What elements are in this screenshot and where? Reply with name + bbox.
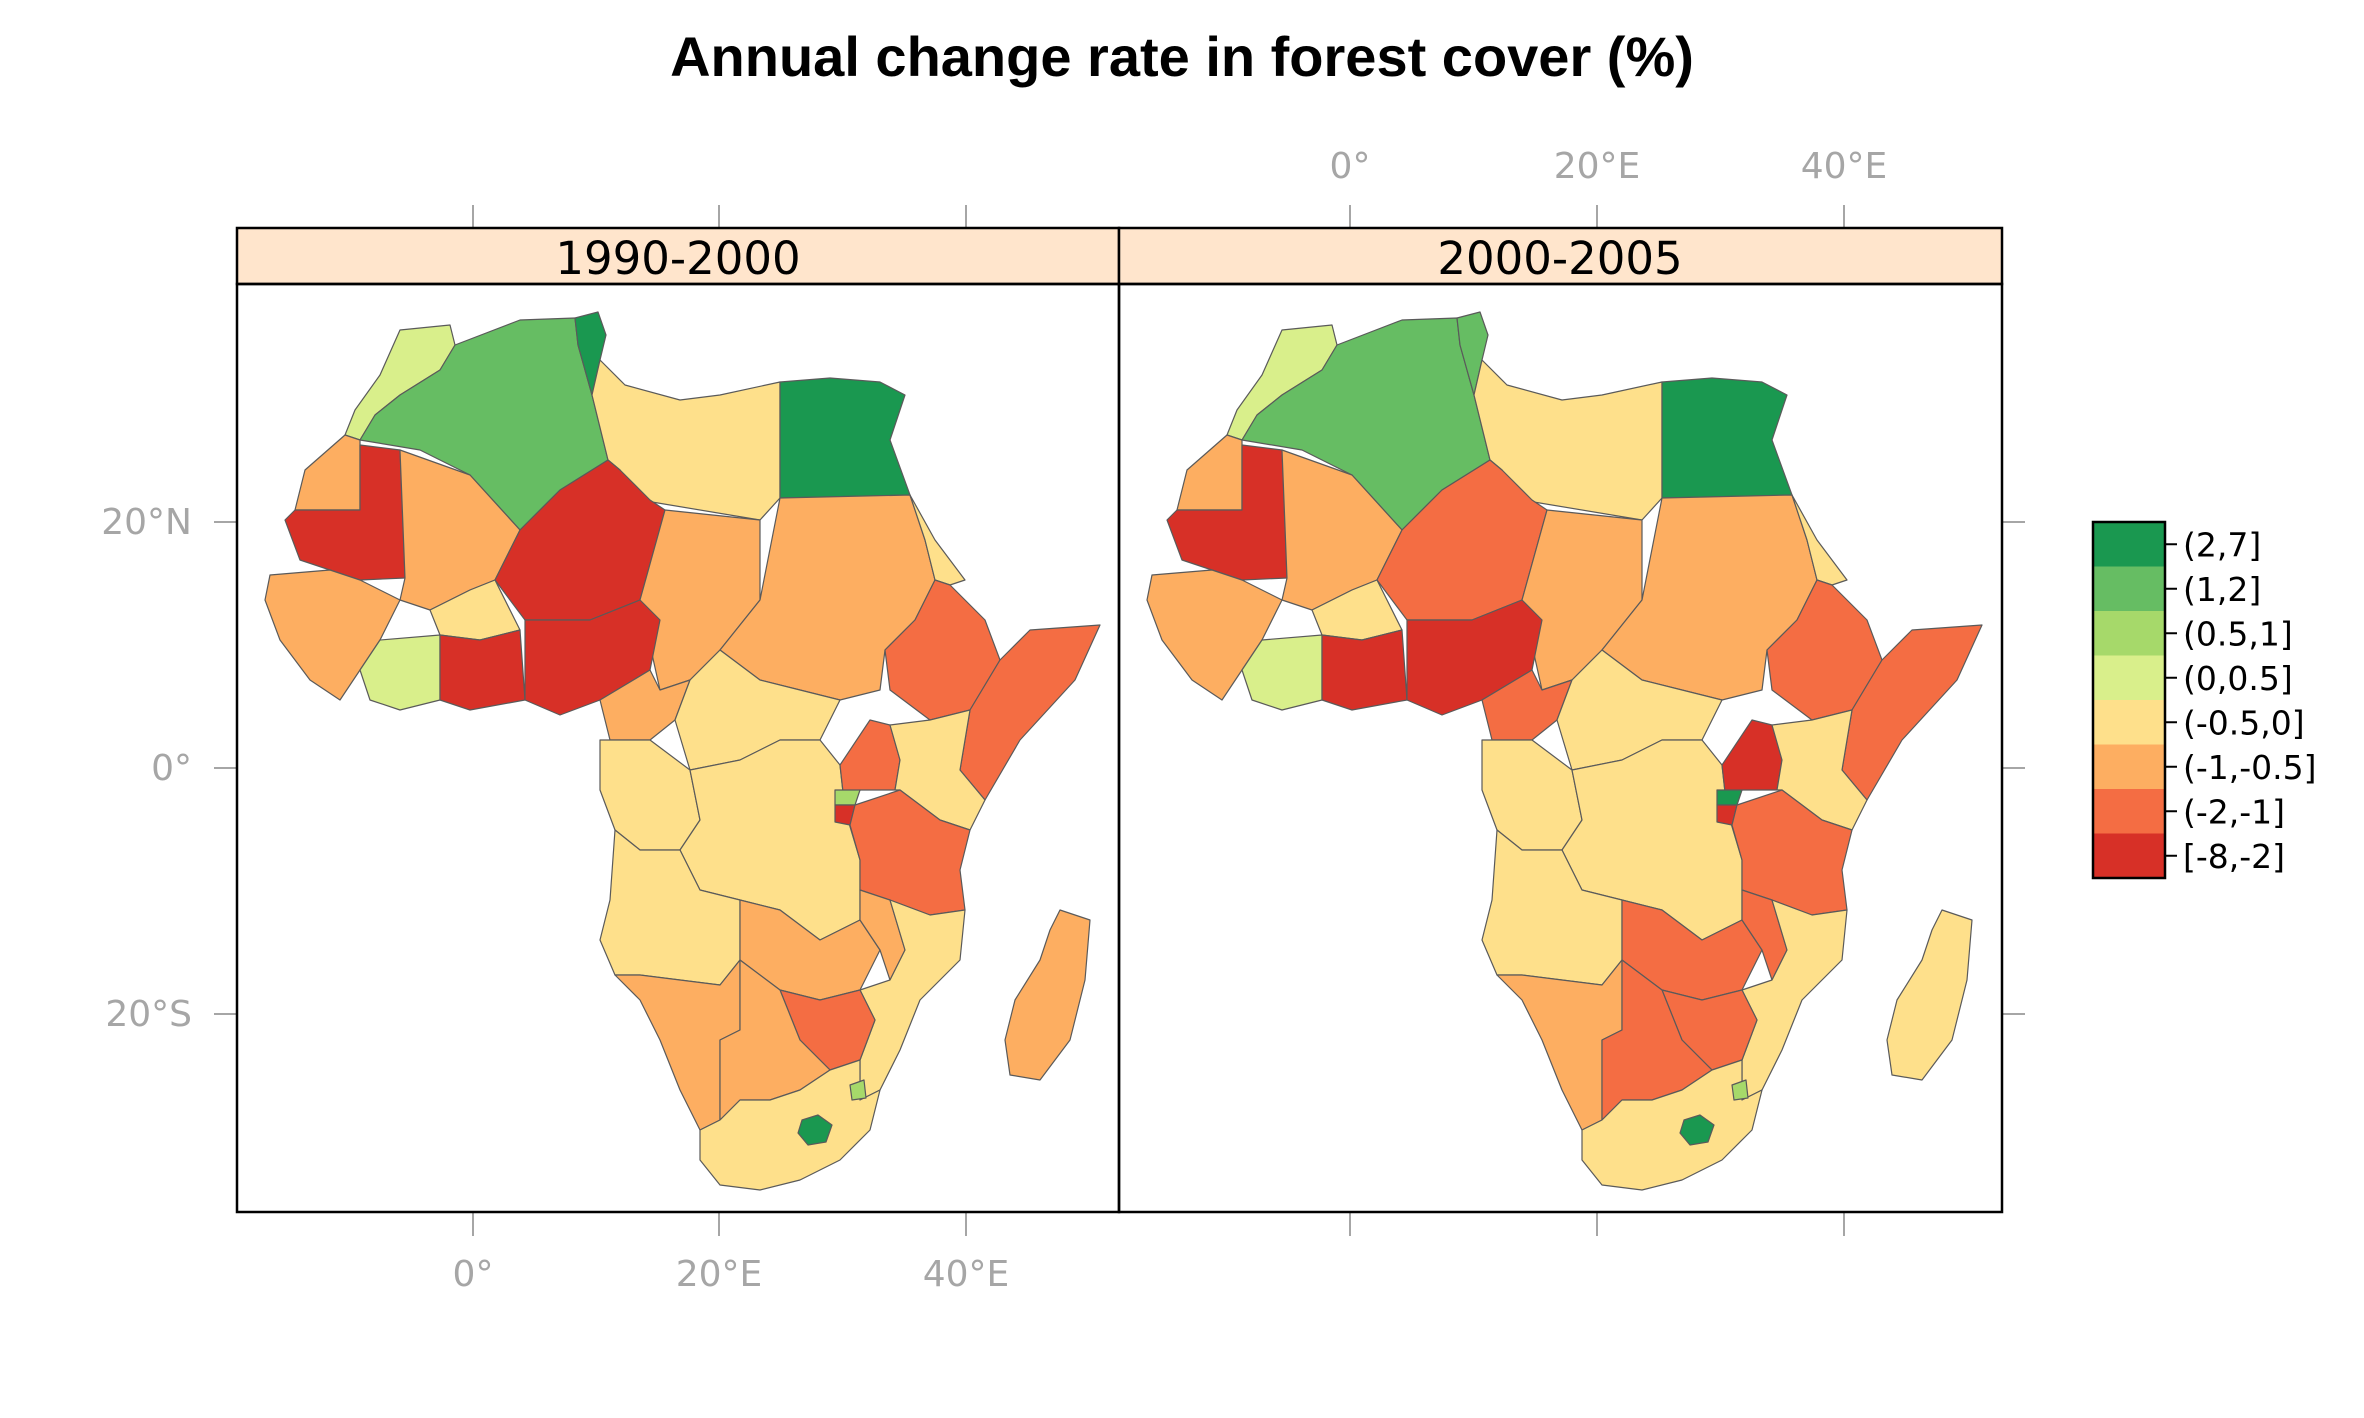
legend-swatch	[2093, 522, 2165, 567]
country-swaziland	[849, 1079, 867, 1101]
legend-frame	[2091, 520, 2167, 880]
country-mauritania	[284, 444, 406, 581]
bottom-axis: 0° 20°E 40°E	[453, 1212, 1845, 1295]
legend-label: (-1,-0.5]	[2183, 748, 2317, 787]
top-tick-label-0: 0°	[1330, 146, 1371, 187]
country-lesotho	[1679, 1114, 1715, 1146]
legend-label: (2,7]	[2183, 525, 2261, 564]
top-tick-label-20e: 20°E	[1554, 146, 1641, 187]
legend-label: (-2,-1]	[2183, 792, 2285, 831]
legend-swatch	[2093, 611, 2165, 656]
country-ghana-togo-benin	[439, 629, 526, 711]
strip-right	[1117, 226, 2004, 286]
panel-right: 2000-2005	[1117, 226, 2004, 1214]
left-tick-label-20n: 20°N	[101, 502, 192, 543]
country-western-sahara	[294, 434, 361, 511]
country-western-sahara	[1176, 434, 1243, 511]
country-mauritania	[1166, 444, 1288, 581]
bottom-tick-label-40e: 40°E	[923, 1254, 1010, 1295]
bottom-tick-label-0: 0°	[453, 1254, 494, 1295]
country-libya	[591, 359, 781, 521]
country-madagascar	[1004, 909, 1091, 1081]
country-south-africa	[1581, 1059, 1763, 1191]
country-swaziland	[1731, 1079, 1749, 1101]
panel-frame-right	[1117, 282, 2004, 1214]
country-egypt	[779, 377, 911, 499]
country-cameroon	[599, 669, 691, 741]
legend-swatch	[2093, 833, 2165, 878]
legend-swatch	[2093, 655, 2165, 700]
color-legend: (2,7] (1,2] (0.5,1] (0,0.5] (-0.5,0] (-1,-0.5…	[2091, 520, 2317, 880]
legend-label: (0.5,1]	[2183, 614, 2293, 653]
figure-title: Annual change rate in forest cover (%)	[670, 25, 1694, 88]
left-axis: 20°N 0° 20°S	[101, 502, 237, 1035]
country-libya	[1473, 359, 1663, 521]
country-lesotho	[797, 1114, 833, 1146]
country-south-africa	[699, 1059, 881, 1191]
legend-label: (-0.5,0]	[2183, 703, 2305, 742]
africa-map-2000-2005	[1146, 311, 1983, 1191]
legend-label: (0,0.5]	[2183, 659, 2293, 698]
left-tick-label-20s: 20°S	[105, 994, 192, 1035]
bottom-tick-label-20e: 20°E	[676, 1254, 763, 1295]
country-madagascar	[1886, 909, 1973, 1081]
legend-swatch	[2093, 744, 2165, 789]
legend-swatch	[2093, 566, 2165, 611]
top-tick-label-40e: 40°E	[1801, 146, 1888, 187]
left-tick-label-0: 0°	[151, 748, 192, 789]
legend-swatch	[2093, 789, 2165, 834]
country-rwanda	[1716, 789, 1743, 806]
legend-swatch	[2093, 700, 2165, 745]
legend-label: [-8,-2]	[2183, 837, 2285, 876]
legend-label: (1,2]	[2183, 570, 2261, 609]
panel-left: 1990-2000	[235, 226, 1121, 1214]
top-axis: 0° 20°E 40°E	[472, 146, 1888, 228]
strip-label-2000-2005: 2000-2005	[1437, 232, 1682, 285]
country-rwanda	[834, 789, 861, 806]
country-egypt	[1661, 377, 1793, 499]
country-cameroon	[1481, 669, 1573, 741]
right-axis	[2002, 521, 2025, 1015]
strip-label-1990-2000: 1990-2000	[555, 232, 800, 285]
africa-map-1990-2000	[264, 311, 1101, 1191]
country-ghana-togo-benin	[1321, 629, 1408, 711]
